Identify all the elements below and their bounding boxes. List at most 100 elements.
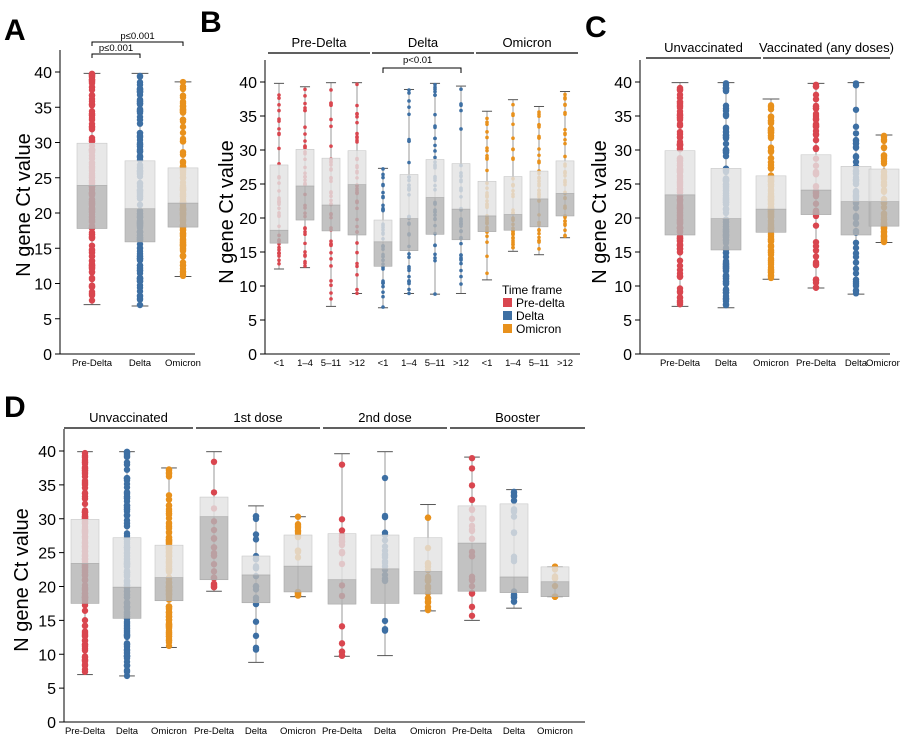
data-point [852,82,860,89]
data-point [459,127,463,131]
data-point [179,259,187,266]
data-point [468,465,476,472]
data-point [722,278,730,285]
data-point [329,279,333,283]
data-point [852,265,860,272]
data-point [852,123,860,130]
data-point [880,136,888,143]
data-point [510,493,518,500]
x-tick-label: Omicron [280,726,316,737]
x-tick-label: Delta [245,726,268,737]
data-point [252,536,260,543]
data-point [355,103,359,108]
box-lower [868,201,900,227]
box-lower [710,218,742,251]
data-point [277,93,281,97]
data-point [852,153,860,161]
x-tick-label: Omicron [151,726,187,737]
box-vaccinated-any-doses-pre-delta [800,81,832,291]
box-upper [321,157,341,206]
x-tick-label: Omicron [410,726,446,737]
data-point [329,297,333,301]
box-unvaccinated-delta [112,448,142,680]
data-point [676,133,684,141]
data-point [136,132,144,139]
data-point [563,228,567,233]
box-upper [347,150,367,185]
box-upper [327,533,357,581]
data-point [136,89,144,96]
data-point [812,91,820,99]
y-tick-label: 5 [248,313,257,330]
data-point [381,512,389,520]
data-point [381,617,389,625]
data-point [537,114,541,119]
panel-letter-b: B [200,6,222,39]
data-point [88,84,96,91]
data-point [355,115,359,119]
box-delta-5-11 [425,82,445,296]
data-point [303,241,307,246]
data-point [88,234,96,241]
data-point [136,267,144,275]
data-point [722,265,730,273]
box-upper [76,142,108,186]
box-upper [477,180,497,217]
y-tick-label: 20 [38,580,56,597]
box-lower [399,218,419,251]
data-point [179,116,187,123]
box-upper [710,168,742,219]
data-point [468,482,476,489]
data-point [485,254,489,259]
box-lower [457,542,487,592]
data-point [179,268,187,275]
x-tick-label: Pre-Delta [322,726,363,737]
y-tick-label: 5 [623,313,632,330]
data-point [563,219,567,223]
data-point [676,262,684,269]
data-point [407,274,411,279]
x-tick-label: Omicron [866,358,900,369]
data-point [433,89,437,94]
y-tick-label: 40 [614,75,632,92]
data-point [468,590,476,597]
data-point [676,257,684,264]
data-point [277,262,281,266]
data-point [812,131,820,139]
sig-bracket-inner [91,53,141,58]
data-point [767,273,775,280]
data-point [355,112,359,116]
data-point [303,87,307,92]
y-tick-label: 20 [614,211,632,228]
data-point [407,88,411,92]
data-point [355,291,359,296]
data-point [338,461,346,468]
y-tick-label: 10 [614,279,632,296]
data-point [537,122,541,127]
data-point [179,100,187,107]
data-point [852,270,860,277]
data-point [136,141,144,148]
data-point [676,86,684,94]
box-omicron-1-4 [503,99,523,252]
data-point [407,99,411,103]
data-point [563,112,567,116]
box-booster-omicron [540,563,570,600]
data-point [676,241,684,248]
data-point [165,609,173,616]
sig-bracket [382,67,462,73]
data-point [852,259,860,266]
data-point [767,148,775,156]
data-point [88,110,96,117]
data-point [136,255,144,263]
data-point [563,154,567,159]
y-tick-label: 35 [614,109,632,126]
data-point [123,668,131,675]
data-point [459,268,463,273]
data-point [81,617,89,624]
x-tick-label: Pre-Delta [796,358,837,369]
data-point [812,247,820,254]
panel-letter-c: C [585,11,607,44]
data-point [81,454,89,461]
data-point [277,127,281,131]
